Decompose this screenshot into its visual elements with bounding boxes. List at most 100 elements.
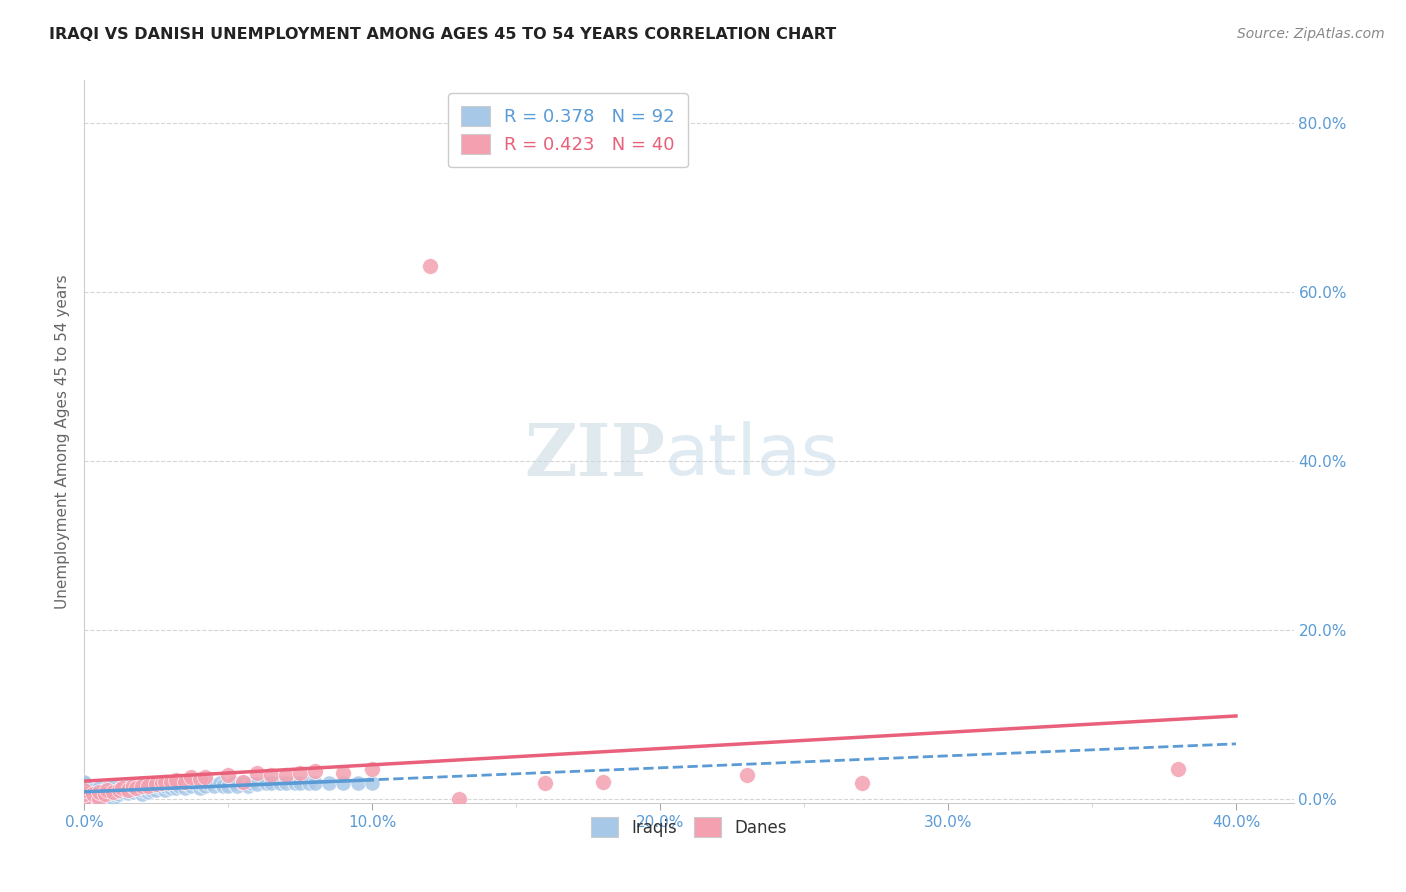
Point [117,783,139,797]
Point [592,774,614,789]
Y-axis label: Unemployment Among Ages 45 to 54 years: Unemployment Among Ages 45 to 54 years [55,274,70,609]
Point [131,783,153,797]
Point [183,776,205,790]
Point [269,776,291,790]
Point [125,780,148,795]
Point [304,776,326,790]
Point [122,785,145,799]
Point [202,779,225,793]
Point [73,785,96,799]
Point [117,783,139,797]
Point [93,788,115,802]
Point [73,789,96,803]
Point [1167,762,1189,776]
Point [332,776,354,790]
Point [419,259,441,273]
Point [361,762,384,776]
Point [82,788,104,802]
Point [232,774,254,789]
Point [197,776,219,790]
Point [87,791,110,805]
Point [361,776,384,790]
Point [153,779,176,793]
Point [260,776,283,790]
Point [194,779,217,793]
Point [117,779,139,793]
Point [174,781,197,796]
Point [73,783,96,797]
Point [139,783,162,797]
Point [136,779,159,793]
Point [73,791,96,805]
Point [73,783,96,797]
Point [131,779,153,793]
Point [108,783,131,797]
Point [122,779,145,793]
Point [87,786,110,800]
Point [73,781,96,796]
Point [290,766,312,780]
Point [208,776,231,790]
Point [318,776,340,790]
Text: ZIP: ZIP [524,420,665,491]
Point [150,781,173,796]
Point [101,785,124,799]
Point [145,783,167,797]
Point [101,779,124,793]
Point [108,783,131,797]
Point [217,779,239,793]
Point [82,783,104,797]
Point [145,779,167,793]
Point [73,788,96,802]
Point [166,772,188,787]
Point [101,785,124,799]
Point [283,776,305,790]
Point [188,776,211,790]
Point [73,791,96,805]
Point [73,791,96,805]
Point [131,780,153,795]
Point [73,783,96,797]
Point [73,788,96,802]
Point [169,779,191,793]
Point [96,783,118,797]
Point [82,788,104,802]
Point [87,791,110,805]
Point [534,776,557,790]
Point [131,788,153,802]
Point [145,777,167,791]
Point [246,766,269,780]
Point [174,776,197,790]
Point [332,766,354,780]
Point [159,781,181,796]
Point [73,791,96,805]
Point [73,777,96,791]
Point [101,783,124,797]
Point [304,764,326,778]
Point [240,776,263,790]
Point [73,786,96,800]
Point [111,785,134,799]
Point [274,776,297,790]
Point [96,781,118,796]
Point [238,779,260,793]
Point [122,780,145,795]
Point [101,788,124,802]
Point [117,786,139,800]
Point [260,768,283,782]
Text: Source: ZipAtlas.com: Source: ZipAtlas.com [1237,27,1385,41]
Point [136,785,159,799]
Point [73,779,96,793]
Point [73,783,96,797]
Point [93,783,115,797]
Point [298,776,321,790]
Point [96,788,118,802]
Point [153,774,176,789]
Point [188,772,211,786]
Point [125,779,148,793]
Point [166,780,188,795]
Legend: Iraqis, Danes: Iraqis, Danes [583,809,794,845]
Point [73,791,96,805]
Point [150,776,173,790]
Point [111,780,134,795]
